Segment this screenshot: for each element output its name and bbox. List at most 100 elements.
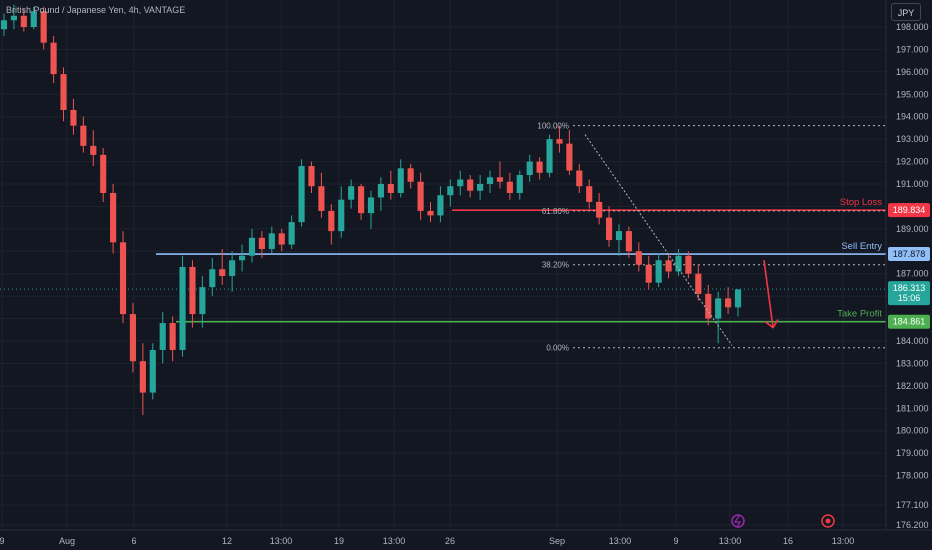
price-tick-label: 178.000: [896, 471, 929, 481]
candle-up: [268, 233, 275, 250]
fib-level-label: 0.00%: [546, 344, 569, 353]
time-tick-label: Aug: [59, 536, 75, 546]
time-tick-label: 13:00: [719, 536, 742, 546]
time-tick-label: 13:00: [609, 536, 632, 546]
trend-line[interactable]: [584, 134, 733, 346]
sell-entry-tag: [888, 247, 930, 262]
candle-up: [377, 184, 384, 198]
candle-down: [80, 125, 87, 146]
candle-down: [60, 74, 67, 110]
target-icon[interactable]: [821, 514, 835, 528]
stop-loss-tag: [888, 203, 930, 218]
time-tick-label: Sep: [549, 536, 565, 546]
candlestick-series: [0, 4, 742, 416]
candle-down: [625, 231, 632, 252]
price-tick-label: 196.000: [896, 67, 929, 77]
candle-up: [10, 15, 17, 21]
candle-down: [665, 260, 672, 272]
fib-level-label: 38.20%: [542, 261, 569, 270]
candle-down: [90, 145, 97, 155]
lightning-icon[interactable]: [731, 514, 745, 528]
candle-down: [258, 237, 265, 250]
candle-up: [0, 20, 8, 30]
candle-down: [605, 217, 613, 241]
sell-arrow-head[interactable]: [764, 319, 779, 329]
candle-down: [695, 273, 702, 294]
sell-arrow[interactable]: [763, 260, 774, 328]
candle-down: [358, 186, 365, 214]
chart-drawings[interactable]: [584, 134, 779, 346]
candle-down: [278, 233, 285, 245]
time-tick-label: 9: [0, 536, 5, 546]
candle-up: [149, 349, 156, 393]
take-profit-tag: [888, 314, 930, 329]
candle-up: [199, 287, 206, 315]
candle-down: [70, 109, 77, 126]
time-tick-label: 9: [673, 536, 678, 546]
candle-up: [397, 168, 404, 193]
candle-up: [348, 186, 355, 200]
candle-up: [248, 237, 256, 256]
fibonacci-retracement[interactable]: 100.00% 61.80% 38.20% 0.00%: [537, 122, 886, 353]
candle-up: [715, 298, 722, 319]
candle-up: [675, 255, 682, 272]
time-axis[interactable]: 9 Aug 6 12 13:00 19 13:00 26 Sep 13:00 9 13:00 16 13:…: [0, 529, 932, 546]
candle-down: [110, 192, 117, 243]
time-tick-label: 13:00: [383, 536, 406, 546]
candle-down: [417, 181, 424, 211]
price-tick-label: 177.100: [896, 500, 929, 510]
lightning-bolt-icon: [733, 515, 742, 528]
target-dot-icon: [825, 518, 831, 524]
candle-up: [179, 266, 186, 350]
candle-down: [387, 184, 394, 193]
price-tick-label: 198.000: [896, 22, 929, 32]
price-tick-label: 183.000: [896, 358, 929, 368]
candle-up: [437, 195, 444, 216]
candle-up: [486, 177, 494, 184]
price-tick-label: 181.000: [896, 403, 929, 413]
candle-down: [427, 210, 434, 216]
price-tick-label: 179.000: [896, 448, 929, 458]
candle-up: [477, 184, 484, 191]
bar-countdown: 15:06: [898, 293, 921, 303]
candle-down: [635, 251, 642, 265]
candle-up: [209, 269, 216, 288]
candle-down: [536, 161, 543, 173]
candle-down: [566, 143, 573, 171]
candle-up: [367, 197, 375, 214]
candle-up: [734, 289, 742, 308]
candle-down: [645, 264, 652, 283]
candle-down: [169, 323, 176, 350]
fib-level-label: 100.00%: [537, 122, 569, 131]
price-tick-label: 191.000: [896, 179, 929, 189]
price-tick-label: 182.000: [896, 381, 929, 391]
price-tick-label: 184.000: [896, 336, 929, 346]
candle-down: [308, 166, 315, 187]
price-tick-label: 189.000: [896, 224, 929, 234]
candle-down: [318, 186, 325, 211]
time-tick-label: 12: [222, 536, 232, 546]
candle-up: [546, 139, 553, 173]
candle-down: [219, 269, 226, 276]
candle-down: [596, 201, 603, 218]
candle-down: [189, 266, 196, 315]
candle-down: [407, 168, 414, 182]
currency-button[interactable]: JPY: [891, 3, 921, 21]
sell-entry-tag-text: 187.878: [893, 249, 926, 259]
candle-up: [447, 186, 454, 196]
candle-up: [229, 260, 236, 276]
time-tick-label: 19: [334, 536, 344, 546]
candle-down: [556, 139, 563, 144]
sell-entry-label: Sell Entry: [841, 241, 882, 252]
candle-up: [298, 166, 305, 223]
candle-down: [100, 154, 107, 193]
time-tick-label: 13:00: [832, 536, 855, 546]
candle-down: [50, 42, 57, 75]
stop-loss-tag-text: 189.834: [893, 205, 926, 215]
axis-icons[interactable]: [731, 514, 835, 528]
time-tick-label: 16: [783, 536, 793, 546]
candle-up: [526, 161, 533, 176]
